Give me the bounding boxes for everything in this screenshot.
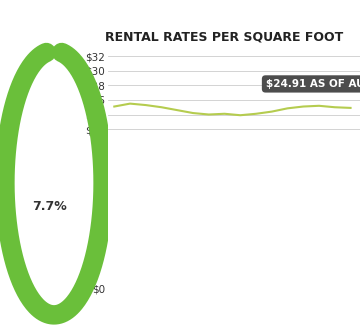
Text: 7.7%: 7.7% bbox=[32, 200, 67, 213]
Text: RENTAL RATES PER SQUARE FOOT: RENTAL RATES PER SQUARE FOOT bbox=[105, 31, 344, 44]
Text: $24.91 AS OF AU: $24.91 AS OF AU bbox=[266, 79, 360, 89]
